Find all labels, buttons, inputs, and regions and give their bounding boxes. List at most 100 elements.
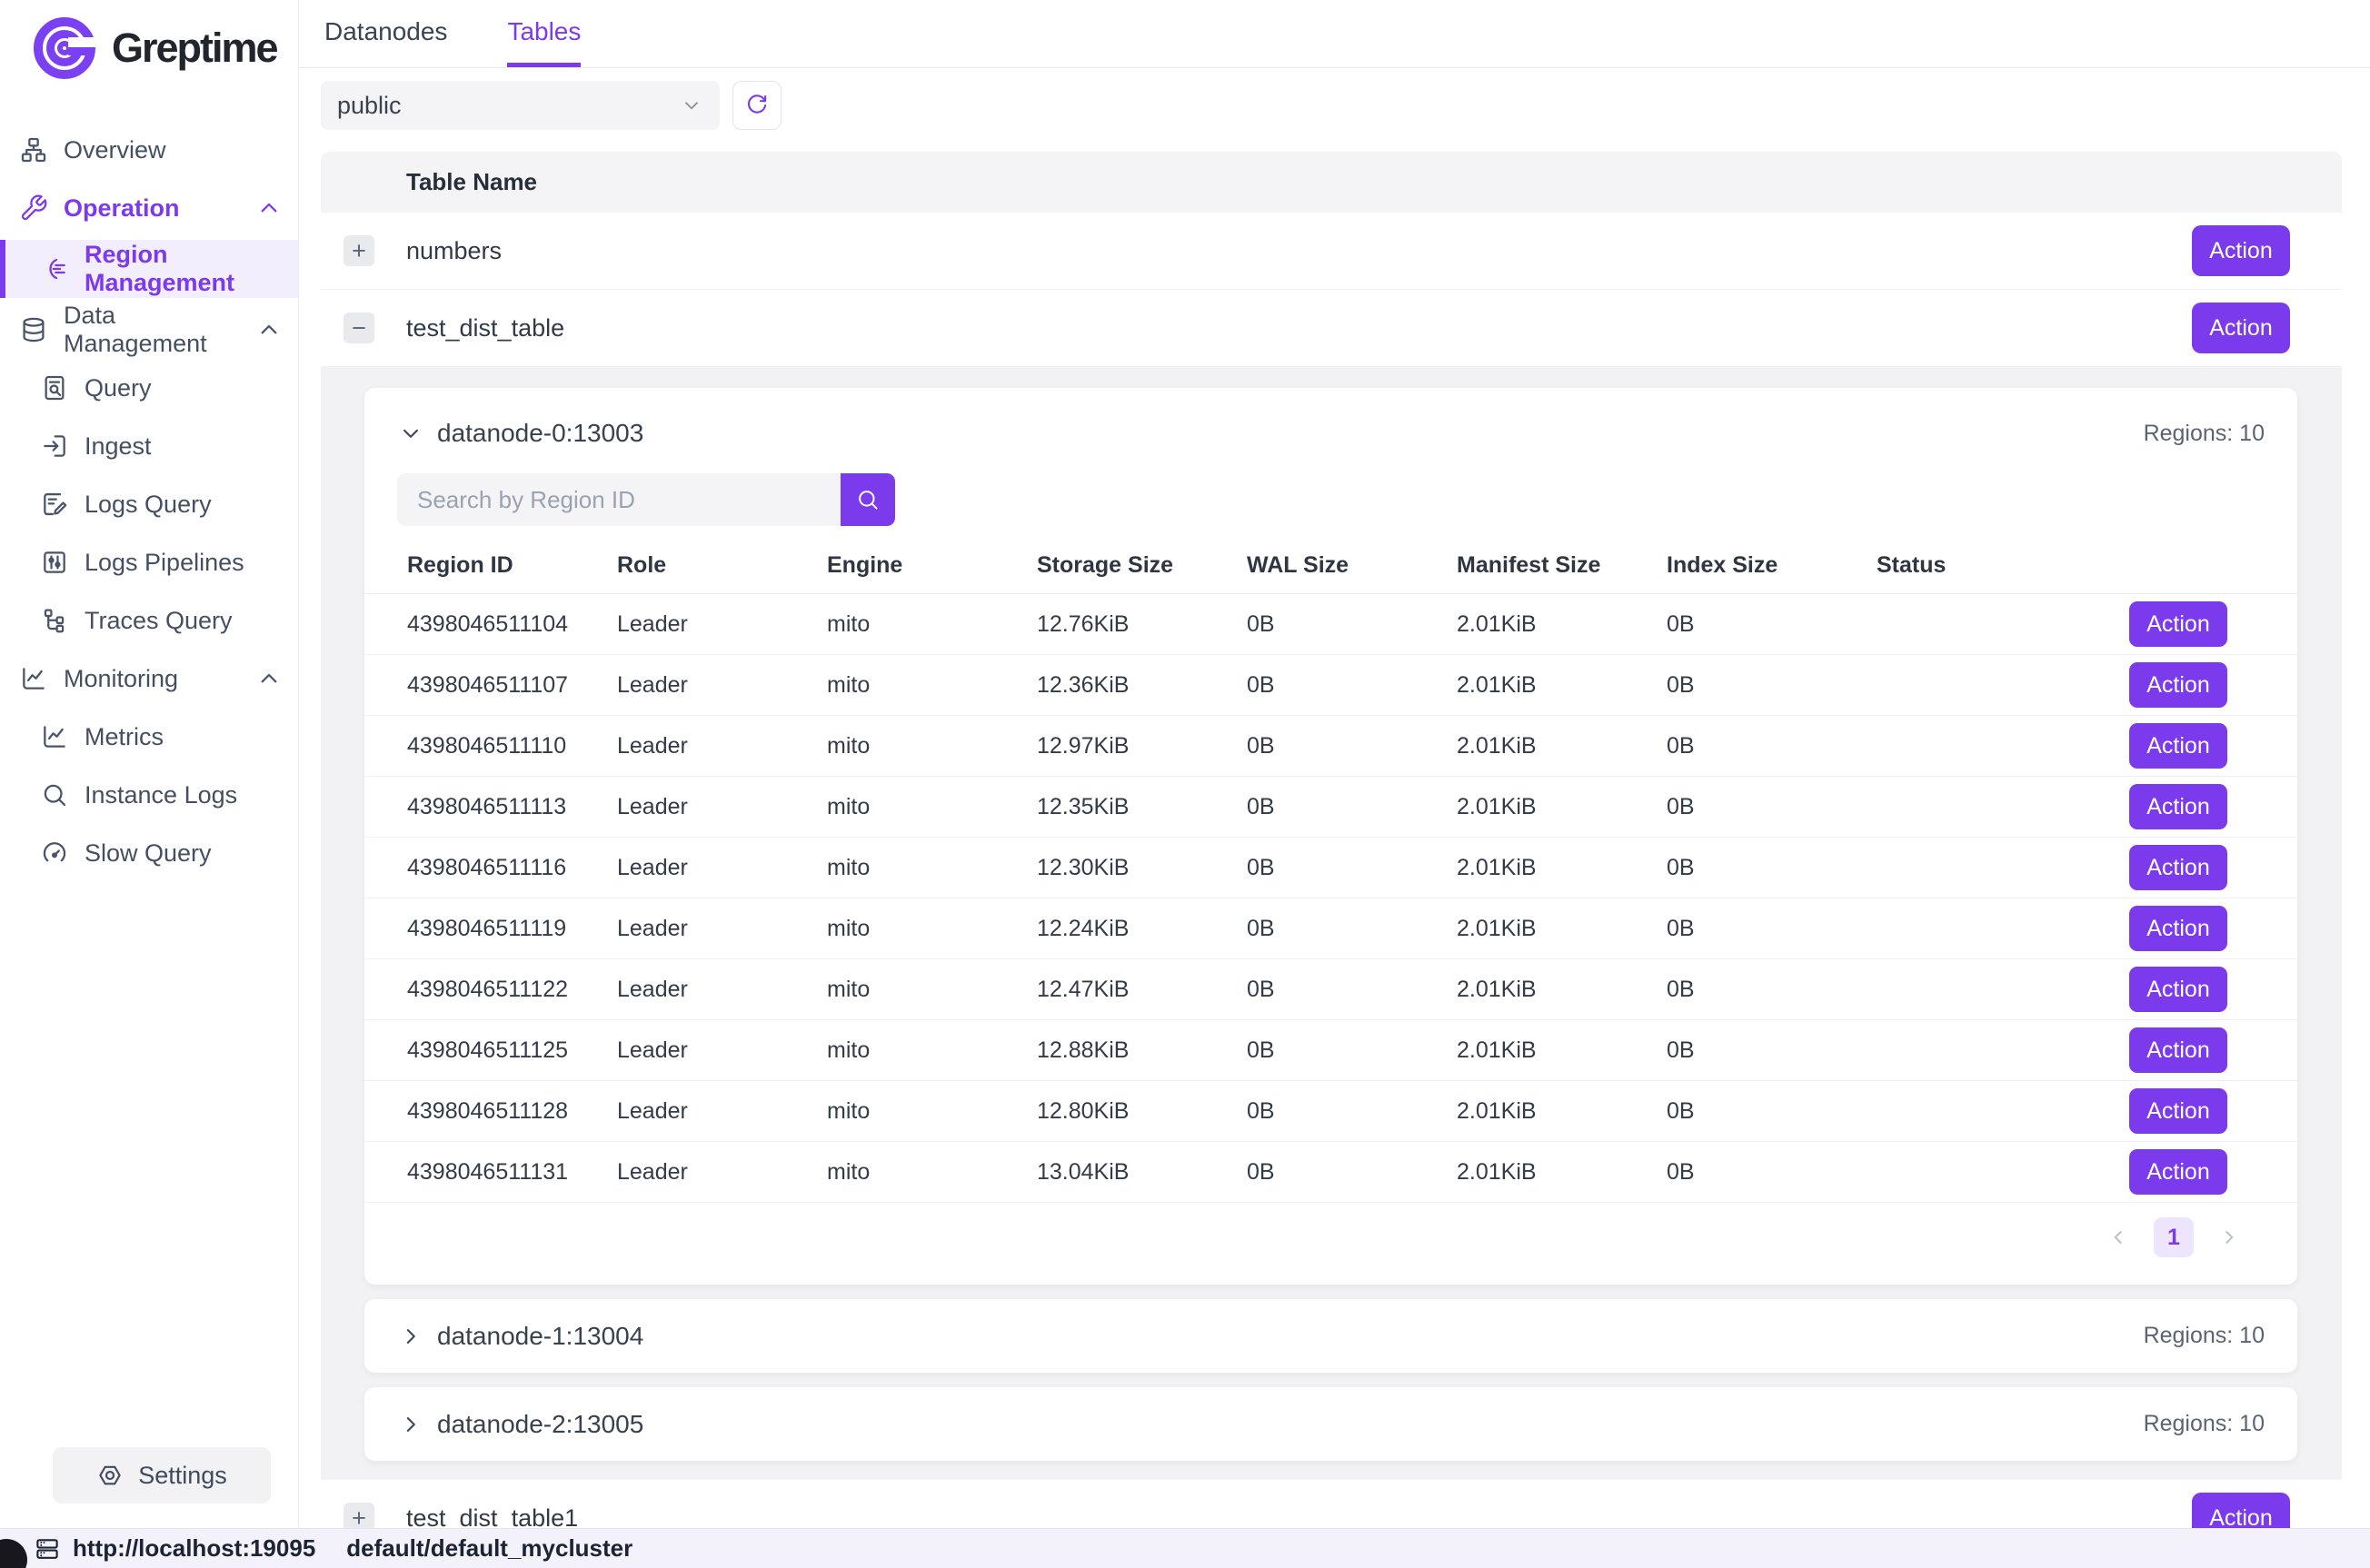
sidebar-item-label: Monitoring [64, 664, 179, 692]
sidebar-item-region-management[interactable]: Region Management [0, 240, 298, 298]
region-action-button[interactable]: Action [2129, 1027, 2227, 1073]
schema-select[interactable]: public [321, 81, 720, 130]
table-name-column-header: Table Name [406, 168, 538, 195]
chevron-down-icon [397, 420, 424, 447]
table-name: test_dist_table1 [406, 1503, 579, 1529]
tables-list: Table Name + numbers Action − test_dist_… [321, 152, 2342, 1528]
expand-button[interactable]: + [344, 1503, 374, 1528]
region-cell: 2.01KiB [1457, 1097, 1537, 1124]
region-action-button[interactable]: Action [2129, 784, 2227, 829]
region-cell: 12.97KiB [1037, 732, 1130, 759]
region-cell: 2.01KiB [1457, 793, 1537, 819]
region-action-button[interactable]: Action [2129, 906, 2227, 951]
settings-button[interactable]: Settings [53, 1447, 271, 1503]
datanode-2-header[interactable]: datanode-2:13005 Regions: 10 [364, 1387, 2297, 1461]
sidebar-item-monitoring[interactable]: Monitoring [0, 652, 298, 705]
region-action-button[interactable]: Action [2129, 845, 2227, 890]
brand-name: Greptime [112, 25, 279, 71]
region-action-button[interactable]: Action [2129, 601, 2227, 647]
ingest-icon [40, 432, 69, 461]
region-cell: 0B [1667, 854, 1695, 880]
region-cell: 4398046511128 [407, 1097, 569, 1124]
sidebar-item-operation[interactable]: Operation [0, 182, 298, 234]
sidebar-item-instance-logs[interactable]: Instance Logs [0, 769, 298, 821]
region-search-input[interactable] [397, 473, 841, 526]
collapse-button[interactable]: − [344, 313, 374, 343]
region-cell: 2.01KiB [1457, 1158, 1537, 1185]
sidebar-item-slow-query[interactable]: Slow Query [0, 827, 298, 879]
greptime-logo-icon [34, 17, 98, 79]
region-search-button[interactable] [841, 473, 895, 526]
chevron-up-icon[interactable] [254, 194, 284, 223]
region-cell: 0B [1667, 793, 1695, 819]
datanode-card-2: datanode-2:13005 Regions: 10 [364, 1387, 2297, 1461]
settings-label: Settings [138, 1461, 227, 1489]
region-table-header: Region ID Role Engine Storage Size WAL Size M… [364, 537, 2297, 594]
region-cell: Leader [617, 976, 688, 1002]
search-icon [40, 780, 69, 809]
region-action-button[interactable]: Action [2129, 662, 2227, 708]
sidebar-item-label: Overview [64, 135, 166, 164]
region-action-cell: Action [2025, 906, 2227, 951]
sidebar-item-logs-pipelines[interactable]: Logs Pipelines [0, 536, 298, 589]
sidebar-item-query[interactable]: Query [0, 362, 298, 414]
sidebar-item-overview[interactable]: Overview [0, 124, 298, 176]
datanode-0-header[interactable]: datanode-0:13003 Regions: 10 [364, 408, 2297, 459]
chevron-right-icon[interactable] [2217, 1226, 2241, 1249]
region-cell: mito [827, 610, 871, 637]
sidebar-item-label: Operation [64, 194, 180, 222]
sidebar-item-metrics[interactable]: Metrics [0, 710, 298, 763]
sidebar-item-label: Traces Query [85, 606, 233, 634]
sidebar-nav: Overview Operation Region Management Data M… [0, 82, 298, 879]
region-cell: 2.01KiB [1457, 610, 1537, 637]
datanode-1-header[interactable]: datanode-1:13004 Regions: 10 [364, 1299, 2297, 1373]
pagination: 1 [364, 1203, 2297, 1272]
filter-row: public [321, 81, 2341, 130]
table-expanded-section: datanode-0:13003 Regions: 10 Region ID Ro… [321, 367, 2342, 1480]
chevron-left-icon[interactable] [2106, 1226, 2130, 1249]
region-cell: 12.24KiB [1037, 915, 1130, 941]
region-cell: 12.35KiB [1037, 793, 1130, 819]
region-table-row: 4398046511125 Leader mito 12.88KiB 0B 2.01KiB… [364, 1020, 2297, 1081]
expand-button[interactable]: + [344, 235, 374, 266]
region-action-button[interactable]: Action [2129, 1149, 2227, 1195]
pagination-page-1[interactable]: 1 [2154, 1217, 2194, 1257]
action-button[interactable]: Action [2192, 225, 2290, 276]
region-cell: 0B [1667, 732, 1695, 759]
region-action-button[interactable]: Action [2129, 967, 2227, 1012]
region-cell: 12.80KiB [1037, 1097, 1130, 1124]
region-table-row: 4398046511131 Leader mito 13.04KiB 0B 2.01KiB… [364, 1142, 2297, 1203]
region-table-row: 4398046511110 Leader mito 12.97KiB 0B 2.01KiB… [364, 716, 2297, 777]
region-cell: mito [827, 1158, 871, 1185]
datanode-name: datanode-0:13003 [437, 419, 644, 447]
region-cell: 12.76KiB [1037, 610, 1130, 637]
datanode-name: datanode-2:13005 [437, 1409, 644, 1438]
region-cell: 0B [1247, 915, 1275, 941]
regions-count: Regions: 10 [2143, 1411, 2265, 1436]
region-action-button[interactable]: Action [2129, 1088, 2227, 1134]
datanode-card-0: datanode-0:13003 Regions: 10 Region ID Ro… [364, 388, 2297, 1285]
sidebar-item-data-management[interactable]: Data Management [0, 302, 298, 357]
region-table-row: 4398046511119 Leader mito 12.24KiB 0B 2.01KiB… [364, 898, 2297, 959]
action-button[interactable]: Action [2192, 303, 2290, 353]
sidebar-item-label: Instance Logs [85, 780, 238, 809]
tab-datanodes[interactable]: Datanodes [324, 16, 448, 45]
chevron-up-icon[interactable] [254, 664, 284, 693]
region-action-button[interactable]: Action [2129, 723, 2227, 769]
sidebar-item-logs-query[interactable]: Logs Query [0, 478, 298, 531]
region-cell: 12.36KiB [1037, 671, 1130, 698]
chevron-down-icon [680, 94, 703, 117]
tab-tables[interactable]: Tables [507, 0, 582, 67]
region-action-cell: Action [2025, 1088, 2227, 1134]
region-cell: mito [827, 732, 871, 759]
region-cell: 0B [1247, 671, 1275, 698]
sidebar-item-traces-query[interactable]: Traces Query [0, 594, 298, 647]
chevron-up-icon[interactable] [254, 315, 284, 344]
refresh-button[interactable] [732, 81, 782, 130]
action-button[interactable]: Action [2192, 1493, 2290, 1528]
brand-logo[interactable]: Greptime [0, 0, 298, 82]
region-cell: 2.01KiB [1457, 854, 1537, 880]
sidebar-item-ingest[interactable]: Ingest [0, 420, 298, 472]
region-cell: 2.01KiB [1457, 671, 1537, 698]
region-cell: Leader [617, 1037, 688, 1063]
